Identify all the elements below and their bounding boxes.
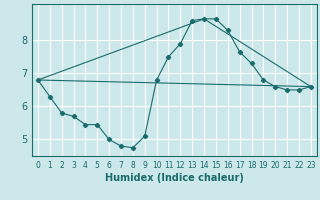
- X-axis label: Humidex (Indice chaleur): Humidex (Indice chaleur): [105, 173, 244, 183]
